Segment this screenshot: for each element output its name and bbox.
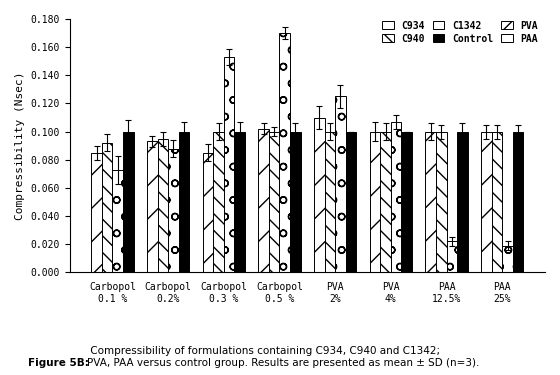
Bar [224, 57, 235, 272]
Bar [91, 153, 102, 272]
Bar [446, 242, 457, 272]
Bar [402, 132, 412, 272]
Bar [203, 153, 213, 272]
Bar [258, 129, 269, 272]
Y-axis label: Compressibility (Nsec): Compressibility (Nsec) [15, 72, 25, 220]
Bar [426, 132, 436, 272]
Legend: C934, C940, C1342, Control, PVA, PAA: C934, C940, C1342, Control, PVA, PAA [380, 19, 540, 46]
Bar [157, 139, 168, 272]
Bar [346, 132, 356, 272]
Bar [290, 132, 301, 272]
Bar [325, 132, 335, 272]
Bar [380, 132, 391, 272]
Bar [179, 132, 189, 272]
Bar [168, 148, 179, 272]
Bar [147, 141, 157, 272]
Bar [502, 246, 513, 272]
Bar [513, 132, 524, 272]
Bar [314, 117, 325, 272]
Text: Figure 5B:: Figure 5B: [28, 357, 89, 368]
Bar [481, 132, 492, 272]
Bar [436, 132, 446, 272]
Text: Compressibility of formulations containing C934, C940 and C1342;
PVA, PAA versus: Compressibility of formulations containi… [87, 346, 479, 368]
Bar [113, 170, 123, 272]
Bar [279, 33, 290, 272]
Bar [457, 132, 468, 272]
Bar [391, 122, 402, 272]
Bar [235, 132, 245, 272]
Bar [269, 132, 279, 272]
Bar [492, 132, 502, 272]
Bar [123, 132, 134, 272]
Bar [370, 132, 380, 272]
Bar [335, 96, 346, 272]
Bar [102, 143, 113, 272]
Bar [213, 132, 224, 272]
